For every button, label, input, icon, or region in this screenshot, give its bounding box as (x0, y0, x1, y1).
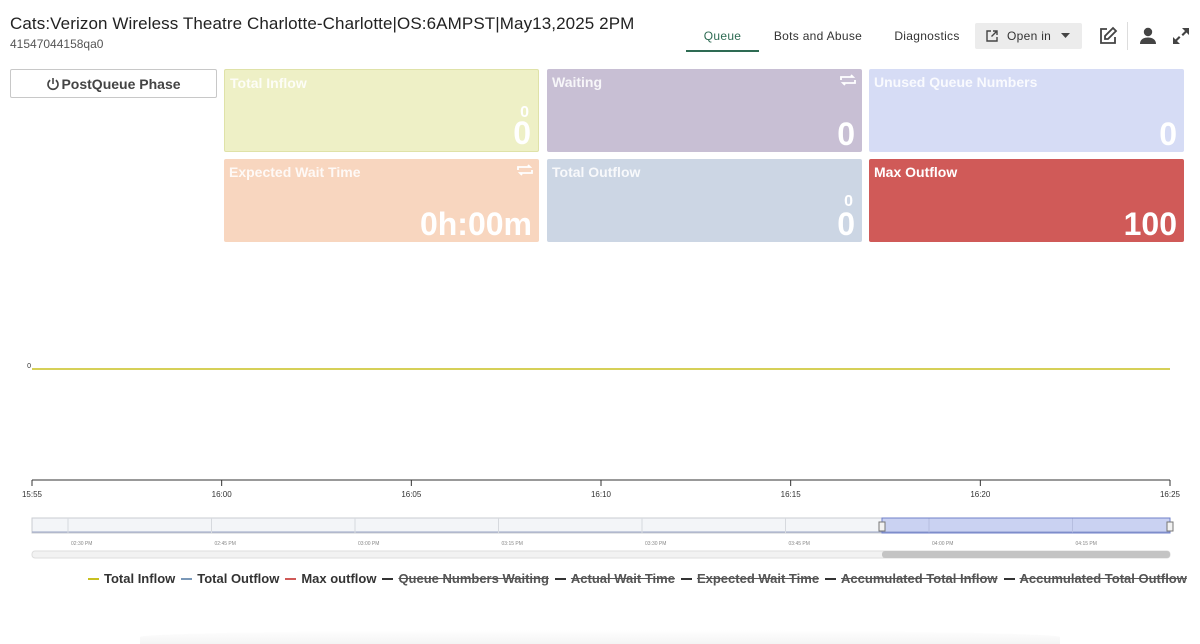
page-subtitle: 41547044158qa0 (10, 37, 104, 51)
x-tick-label: 16:25 (1160, 490, 1181, 499)
postqueue-phase-button[interactable]: PostQueue Phase (10, 69, 217, 98)
card-value: 0h:00m (419, 206, 532, 242)
max-outflow-card: Max Outflow 100 (869, 159, 1184, 242)
card-secondary-value: 0 (520, 104, 529, 121)
navigator-scrollbar-thumb[interactable] (882, 551, 1170, 558)
legend-swatch (382, 577, 394, 580)
legend-swatch (825, 577, 837, 580)
card-value: 0 (837, 116, 855, 152)
x-tick-label: 16:05 (401, 490, 422, 499)
x-tick-label: 16:20 (970, 490, 991, 499)
x-tick-label: 16:10 (591, 490, 612, 499)
card-title: Max Outflow (874, 164, 958, 180)
navigator-selection (881, 517, 1171, 534)
legend-swatch (554, 577, 566, 580)
legend-item[interactable]: Total Outflow (181, 571, 279, 586)
navigator-tick-label: 03:30 PM (645, 541, 666, 547)
tab-diagnostics[interactable]: Diagnostics (894, 29, 960, 43)
total-outflow-card: Total Outflow 0 0 (547, 159, 862, 242)
card-value: 0 (513, 115, 531, 151)
legend-item[interactable]: Accumulated Total Outflow (1003, 571, 1187, 586)
tab-bots-and-abuse[interactable]: Bots and Abuse (773, 29, 863, 43)
legend-swatch (1003, 577, 1015, 580)
navigator-tick-label: 03:45 PM (789, 541, 810, 547)
legend-item[interactable]: Queue Numbers Waiting (382, 571, 549, 586)
power-icon (47, 77, 60, 90)
waiting-card: Waiting 0 (547, 69, 862, 152)
external-link-icon (986, 30, 998, 42)
footer-shadow (140, 630, 1060, 644)
legend-label: Total Outflow (197, 571, 280, 586)
header-divider (1127, 22, 1128, 50)
unused-queue-numbers-card: Unused Queue Numbers 0 (869, 69, 1184, 152)
card-title: Total Outflow (552, 164, 641, 180)
refresh-icon[interactable] (516, 163, 534, 177)
legend-swatch (680, 577, 692, 580)
legend-item[interactable]: Expected Wait Time (680, 571, 820, 586)
card-title: Expected Wait Time (229, 164, 361, 180)
expected-wait-time-card: Expected Wait Time 0h:00m (224, 159, 539, 242)
tab-bar: Queue Bots and Abuse Diagnostics (686, 22, 975, 52)
navigator-tick-label: 03:00 PM (358, 541, 379, 547)
card-secondary-value: 0 (844, 193, 853, 210)
x-tick-label: 16:15 (781, 490, 802, 499)
legend-label: Total Inflow (104, 571, 176, 586)
legend-swatch (181, 577, 193, 580)
x-tick-label: 16:00 (212, 490, 233, 499)
legend-label: Queue Numbers Waiting (398, 571, 549, 586)
open-in-button[interactable]: Open in (975, 23, 1082, 49)
card-title: Unused Queue Numbers (874, 74, 1038, 90)
y-tick-label: 0 (27, 363, 31, 370)
x-tick-label: 15:55 (22, 490, 43, 499)
legend-label: Actual Wait Time (570, 571, 675, 586)
navigator-tick-label: 02:45 PM (215, 541, 236, 547)
refresh-icon[interactable] (839, 73, 857, 87)
legend-item[interactable]: Actual Wait Time (554, 571, 675, 586)
card-value: 0 (837, 206, 855, 242)
legend-item[interactable]: Accumulated Total Inflow (825, 571, 998, 586)
legend-label: Expected Wait Time (696, 571, 820, 586)
navigator-tick-label: 04:15 PM (1076, 541, 1097, 547)
legend-swatch (285, 577, 297, 580)
navigator-tick-label: 03:15 PM (502, 541, 523, 547)
phase-button-label: PostQueue Phase (61, 75, 181, 92)
legend-label: Accumulated Total Inflow (841, 571, 998, 586)
edit-icon[interactable] (1098, 26, 1118, 46)
navigator-left-handle[interactable] (878, 521, 886, 532)
legend-label: Max outflow (301, 571, 377, 586)
chevron-down-icon (1061, 33, 1071, 38)
user-icon[interactable] (1138, 26, 1158, 46)
tab-queue[interactable]: Queue (686, 22, 759, 52)
page-title: Cats:Verizon Wireless Theatre Charlotte-… (10, 14, 635, 33)
card-title: Waiting (552, 74, 603, 90)
card-value: 100 (1123, 206, 1177, 242)
expand-icon[interactable] (1171, 26, 1191, 46)
total-inflow-card: Total Inflow 0 0 (224, 69, 539, 152)
legend-swatch (88, 577, 99, 580)
navigator-tick-label: 04:00 PM (932, 541, 953, 547)
open-in-label: Open in (1007, 29, 1052, 43)
card-title: Total Inflow (230, 75, 307, 91)
legend-item[interactable]: Max outflow (285, 571, 376, 586)
navigator-tick-label: 02:30 PM (71, 541, 92, 547)
card-value: 0 (1159, 116, 1177, 152)
legend-item[interactable]: Total Inflow (88, 571, 175, 586)
legend-label: Accumulated Total Outflow (1019, 571, 1187, 586)
queue-line-chart[interactable]: 0 15:55 16:00 16:05 16:10 16:15 16:20 16:25 02:3… (0, 250, 1200, 570)
chart-legend: Total Inflow Total Outflow Max outflow Queu… (88, 571, 1193, 586)
navigator-right-handle[interactable] (1166, 521, 1174, 532)
